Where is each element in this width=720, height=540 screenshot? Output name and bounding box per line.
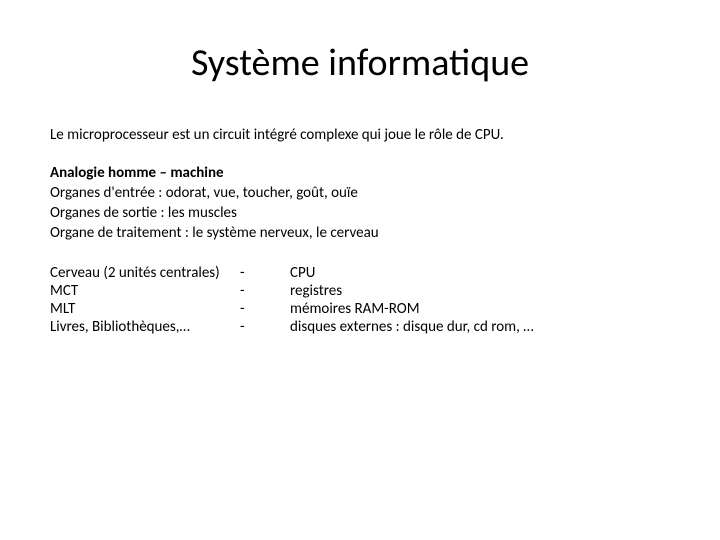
analogy-line: Organes de sortie : les muscles <box>50 204 670 222</box>
comparison-table: Cerveau (2 unités centrales) - CPU MCT -… <box>50 264 546 336</box>
comparison-right: mémoires RAM-ROM <box>290 300 546 318</box>
comparison-dash: - <box>240 264 290 282</box>
comparison-left: Cerveau (2 unités centrales) <box>50 264 240 282</box>
table-row: MLT - mémoires RAM-ROM <box>50 300 546 318</box>
comparison-right: registres <box>290 282 546 300</box>
analogy-line: Organe de traitement : le système nerveu… <box>50 224 670 242</box>
analogy-line: Organes d'entrée : odorat, vue, toucher,… <box>50 184 670 202</box>
intro-text: Le microprocesseur est un circuit intégr… <box>50 126 670 144</box>
comparison-left: Livres, Bibliothèques,… <box>50 318 240 336</box>
analogy-section: Analogie homme – machine Organes d'entré… <box>50 164 670 242</box>
comparison-right: disques externes : disque dur, cd rom, … <box>290 318 546 336</box>
comparison-dash: - <box>240 282 290 300</box>
comparison-dash: - <box>240 318 290 336</box>
comparison-left: MCT <box>50 282 240 300</box>
table-row: Cerveau (2 unités centrales) - CPU <box>50 264 546 282</box>
table-row: MCT - registres <box>50 282 546 300</box>
table-row: Livres, Bibliothèques,… - disques extern… <box>50 318 546 336</box>
comparison-right: CPU <box>290 264 546 282</box>
analogy-heading: Analogie homme – machine <box>50 164 670 182</box>
comparison-left: MLT <box>50 300 240 318</box>
comparison-dash: - <box>240 300 290 318</box>
page-title: Système informatique <box>50 40 670 86</box>
